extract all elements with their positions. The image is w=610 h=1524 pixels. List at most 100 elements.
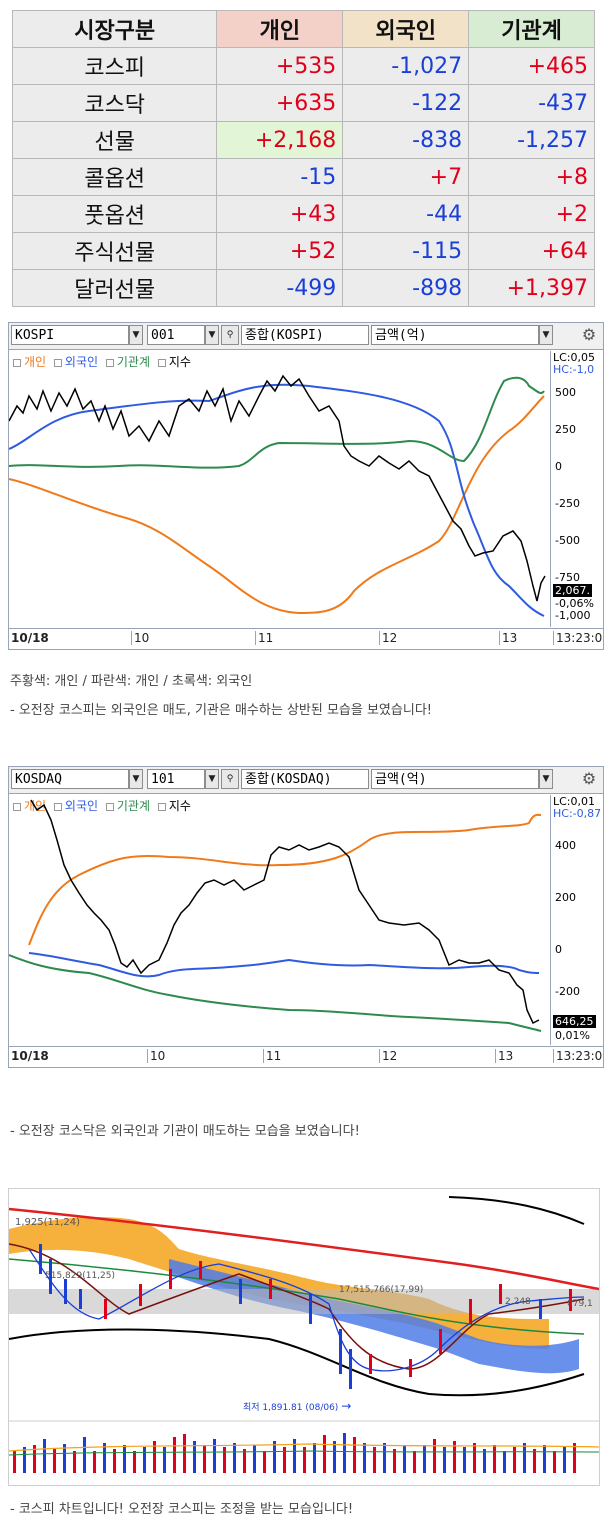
cell-value: +43 bbox=[216, 195, 344, 233]
volume-bar bbox=[213, 1439, 216, 1473]
ma-green bbox=[9, 1258, 585, 1335]
chart-legend: 개인 외국인 기관계 지수 bbox=[13, 353, 195, 370]
cell-value: -1,027 bbox=[342, 47, 470, 85]
x-label: 12 bbox=[379, 631, 397, 645]
y-tick: 400 bbox=[555, 839, 576, 852]
volume-bar bbox=[333, 1441, 336, 1473]
chevron-down-icon[interactable]: ▼ bbox=[539, 769, 553, 789]
chevron-down-icon[interactable]: ▼ bbox=[129, 325, 143, 345]
chart-legend: 개인 외국인 기관계 지수 bbox=[13, 797, 195, 814]
cell-value: -15 bbox=[216, 158, 344, 196]
cell-value: -838 bbox=[342, 121, 470, 159]
gear-icon[interactable]: ⚙ bbox=[581, 325, 597, 344]
header-individual: 개인 bbox=[216, 10, 344, 48]
volume-ma-orange bbox=[9, 1443, 599, 1452]
kosdaq-lines-chart bbox=[9, 799, 542, 1032]
cell-value: +465 bbox=[468, 47, 595, 85]
x-label: 10/18 bbox=[11, 631, 49, 645]
low-price-label: 최저 1,891.81 (08/06) → bbox=[243, 1399, 352, 1413]
volume-bars bbox=[13, 1433, 576, 1473]
legend-foreign: 외국인 bbox=[53, 799, 98, 813]
cell-value: -898 bbox=[342, 269, 470, 307]
ma-blue-fast bbox=[28, 1248, 585, 1372]
candle-down bbox=[79, 1289, 82, 1309]
table-header-row: 시장구분 개인 외국인 기관계 bbox=[11, 10, 595, 48]
volume-bar bbox=[453, 1441, 456, 1473]
volume-bar bbox=[553, 1451, 556, 1473]
volume-bar bbox=[293, 1439, 296, 1473]
index-name-field[interactable]: 종합(KOSDAQ) bbox=[241, 769, 369, 789]
volume-bar bbox=[263, 1451, 266, 1473]
volume-bar bbox=[543, 1445, 546, 1473]
code-select[interactable]: 001 bbox=[147, 325, 205, 345]
volume-bar bbox=[363, 1443, 366, 1473]
index-name-field[interactable]: 종합(KOSPI) bbox=[241, 325, 369, 345]
market-select[interactable]: KOSDAQ bbox=[11, 769, 129, 789]
x-label: 10 bbox=[147, 1049, 165, 1063]
last-value-badge: 2,067. bbox=[553, 584, 592, 597]
chevron-down-icon[interactable]: ▼ bbox=[539, 325, 553, 345]
volume-bar bbox=[373, 1447, 376, 1473]
code-select[interactable]: 101 bbox=[147, 769, 205, 789]
candle-down bbox=[239, 1279, 242, 1304]
candle-up bbox=[369, 1354, 372, 1374]
chevron-down-icon[interactable]: ▼ bbox=[205, 769, 219, 789]
volume-bar bbox=[13, 1451, 16, 1473]
candle-up bbox=[469, 1299, 472, 1324]
last-change: 0,01% bbox=[555, 1029, 590, 1042]
row-label: 달러선물 bbox=[11, 269, 218, 307]
header-institution: 기관계 bbox=[468, 10, 595, 48]
table-row: 풋옵션 +43 -44 +2 bbox=[11, 195, 595, 233]
volume-bar bbox=[233, 1443, 236, 1473]
row-label: 주식선물 bbox=[11, 232, 218, 270]
candle-label: 515,829(11,25) bbox=[45, 1271, 116, 1281]
candles bbox=[39, 1244, 572, 1389]
series-foreign bbox=[28, 952, 540, 978]
gear-icon[interactable]: ⚙ bbox=[581, 769, 597, 788]
volume-bar bbox=[133, 1451, 136, 1473]
time-label: 13:23:0 bbox=[553, 631, 602, 645]
table-row: 선물 +2,168 -838 -1,257 bbox=[11, 121, 595, 159]
y-tick: -1,000 bbox=[555, 609, 591, 622]
candle-up bbox=[409, 1359, 412, 1377]
volume-bar bbox=[103, 1443, 106, 1473]
volume-bar bbox=[143, 1447, 146, 1473]
volume-bar bbox=[203, 1445, 206, 1473]
volume-bar bbox=[433, 1439, 436, 1473]
series-institution bbox=[9, 954, 542, 1032]
candle-up bbox=[169, 1269, 172, 1289]
unit-select[interactable]: 금액(억) bbox=[371, 325, 539, 345]
arrow-right-icon: → bbox=[341, 1399, 352, 1413]
row-label: 선물 bbox=[11, 121, 218, 159]
volume-bar bbox=[493, 1445, 496, 1473]
market-select[interactable]: KOSPI bbox=[11, 325, 129, 345]
y-axis: LC:0,01 HC:-0,87 400 200 0 -200 646,25 0… bbox=[550, 795, 603, 1045]
volume-bar bbox=[93, 1451, 96, 1473]
volume-bar bbox=[123, 1445, 126, 1473]
hc-label: HC:-0,87 bbox=[553, 807, 602, 820]
candle-label: 2,248 bbox=[505, 1297, 531, 1307]
chevron-down-icon[interactable]: ▼ bbox=[129, 769, 143, 789]
lc-label: LC:0,01 bbox=[553, 795, 596, 808]
candle-label: 079,1 bbox=[567, 1299, 593, 1309]
volume-bar bbox=[533, 1449, 536, 1473]
time-label: 13:23:0 bbox=[553, 1049, 602, 1063]
chevron-down-icon[interactable]: ▼ bbox=[205, 325, 219, 345]
table-row: 콜옵션 -15 +7 +8 bbox=[11, 158, 595, 196]
volume-bar bbox=[323, 1435, 326, 1473]
volume-bar bbox=[423, 1445, 426, 1473]
legend-foreign: 외국인 bbox=[53, 355, 98, 369]
volume-ma-green bbox=[9, 1450, 599, 1456]
volume-bar bbox=[523, 1443, 526, 1473]
search-icon[interactable]: ⚲ bbox=[221, 769, 239, 789]
volume-bar bbox=[413, 1451, 416, 1473]
unit-select[interactable]: 금액(억) bbox=[371, 769, 539, 789]
y-tick: -500 bbox=[555, 534, 580, 547]
y-tick: -250 bbox=[555, 497, 580, 510]
candle-down bbox=[539, 1299, 542, 1319]
cell-value: +8 bbox=[468, 158, 595, 196]
x-label: 10 bbox=[131, 631, 149, 645]
cell-value: -499 bbox=[216, 269, 344, 307]
search-icon[interactable]: ⚲ bbox=[221, 325, 239, 345]
cell-value: +2 bbox=[468, 195, 595, 233]
